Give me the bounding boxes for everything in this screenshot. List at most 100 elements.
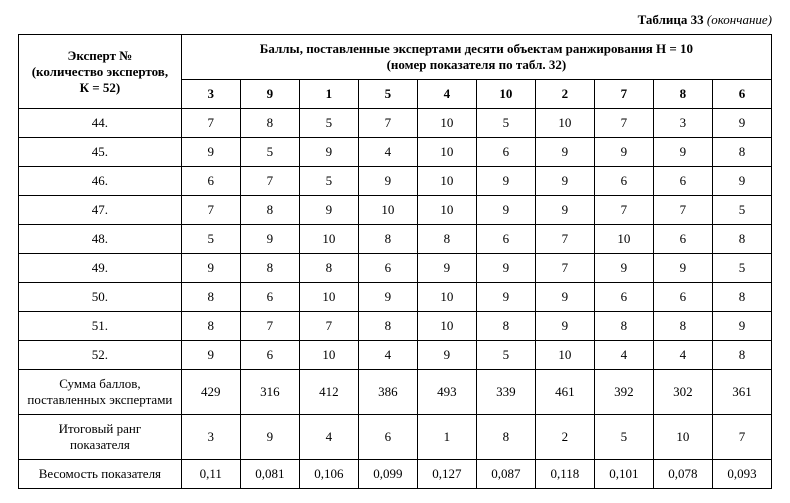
cell: 6 — [240, 283, 299, 312]
summary-cell: 461 — [535, 370, 594, 415]
cell: 8 — [594, 312, 653, 341]
row-label: 47. — [19, 196, 182, 225]
cell: 9 — [299, 196, 358, 225]
cell: 8 — [181, 283, 240, 312]
cell: 5 — [299, 167, 358, 196]
cell: 5 — [181, 225, 240, 254]
summary-cell: 386 — [358, 370, 417, 415]
cell: 9 — [181, 138, 240, 167]
cell: 9 — [712, 312, 771, 341]
cell: 7 — [653, 196, 712, 225]
summary-label: Сумма баллов,поставленных экспертами — [19, 370, 182, 415]
cell: 8 — [299, 254, 358, 283]
cell: 6 — [653, 283, 712, 312]
cell: 10 — [535, 341, 594, 370]
col-group-header-l2: (номер показателя по табл. 32) — [387, 57, 567, 72]
table-row: 47.789101099775 — [19, 196, 772, 225]
cell: 6 — [653, 225, 712, 254]
table-row: 51.87781089889 — [19, 312, 772, 341]
summary-cell: 0,099 — [358, 460, 417, 489]
cell: 8 — [240, 254, 299, 283]
row-header-l1: Эксперт № — [68, 48, 133, 63]
cell: 4 — [653, 341, 712, 370]
summary-cell: 4 — [299, 415, 358, 460]
table-row: 52.961049510448 — [19, 341, 772, 370]
cell: 9 — [417, 254, 476, 283]
summary-cell: 7 — [712, 415, 771, 460]
summary-cell: 392 — [594, 370, 653, 415]
summary-cell: 6 — [358, 415, 417, 460]
summary-cell: 0,118 — [535, 460, 594, 489]
cell: 6 — [653, 167, 712, 196]
col-num: 10 — [476, 80, 535, 109]
summary-label: Весомость показателя — [19, 460, 182, 489]
cell: 9 — [653, 254, 712, 283]
cell: 8 — [181, 312, 240, 341]
cell: 8 — [653, 312, 712, 341]
summary-cell: 0,078 — [653, 460, 712, 489]
summary-cell: 493 — [417, 370, 476, 415]
cell: 9 — [358, 167, 417, 196]
summary-label-l1: Сумма баллов, — [59, 376, 140, 391]
col-num: 4 — [417, 80, 476, 109]
cell: 8 — [240, 196, 299, 225]
caption-main: Таблица 33 — [638, 12, 704, 27]
cell: 9 — [535, 283, 594, 312]
row-label: 50. — [19, 283, 182, 312]
col-num: 7 — [594, 80, 653, 109]
summary-cell: 412 — [299, 370, 358, 415]
summary-row: Итоговый рангпоказателя39461825107 — [19, 415, 772, 460]
row-header-l2: (количество экспертов, — [32, 64, 168, 79]
row-label: 49. — [19, 254, 182, 283]
summary-cell: 8 — [476, 415, 535, 460]
cell: 7 — [240, 167, 299, 196]
cell: 8 — [712, 138, 771, 167]
cell: 9 — [476, 283, 535, 312]
summary-cell: 0,127 — [417, 460, 476, 489]
cell: 10 — [417, 312, 476, 341]
cell: 7 — [181, 109, 240, 138]
summary-cell: 10 — [653, 415, 712, 460]
cell: 5 — [712, 254, 771, 283]
summary-cell: 339 — [476, 370, 535, 415]
cell: 9 — [476, 196, 535, 225]
cell: 9 — [181, 254, 240, 283]
cell: 5 — [712, 196, 771, 225]
cell: 8 — [358, 225, 417, 254]
cell: 10 — [417, 196, 476, 225]
summary-cell: 2 — [535, 415, 594, 460]
summary-label-l2: показателя — [70, 437, 130, 452]
row-label: 48. — [19, 225, 182, 254]
col-num: 3 — [181, 80, 240, 109]
cell: 4 — [358, 138, 417, 167]
table-row: 46.67591099669 — [19, 167, 772, 196]
summary-label-l1: Итоговый ранг — [59, 421, 142, 436]
summary-cell: 5 — [594, 415, 653, 460]
col-group-header-l1: Баллы, поставленные экспертами десяти об… — [260, 41, 693, 56]
cell: 8 — [358, 312, 417, 341]
cell: 5 — [240, 138, 299, 167]
cell: 7 — [594, 196, 653, 225]
row-label: 52. — [19, 341, 182, 370]
cell: 3 — [653, 109, 712, 138]
summary-cell: 0,093 — [712, 460, 771, 489]
summary-cell: 3 — [181, 415, 240, 460]
col-group-header: Баллы, поставленные экспертами десяти об… — [181, 35, 771, 80]
cell: 8 — [712, 283, 771, 312]
cell: 4 — [594, 341, 653, 370]
cell: 5 — [299, 109, 358, 138]
cell: 10 — [594, 225, 653, 254]
cell: 9 — [535, 196, 594, 225]
cell: 7 — [535, 254, 594, 283]
summary-cell: 0,106 — [299, 460, 358, 489]
cell: 8 — [476, 312, 535, 341]
cell: 10 — [417, 138, 476, 167]
cell: 9 — [535, 312, 594, 341]
cell: 6 — [594, 167, 653, 196]
cell: 6 — [476, 225, 535, 254]
table-row: 44.785710510739 — [19, 109, 772, 138]
cell: 7 — [535, 225, 594, 254]
cell: 7 — [358, 109, 417, 138]
col-num: 1 — [299, 80, 358, 109]
cell: 5 — [476, 109, 535, 138]
